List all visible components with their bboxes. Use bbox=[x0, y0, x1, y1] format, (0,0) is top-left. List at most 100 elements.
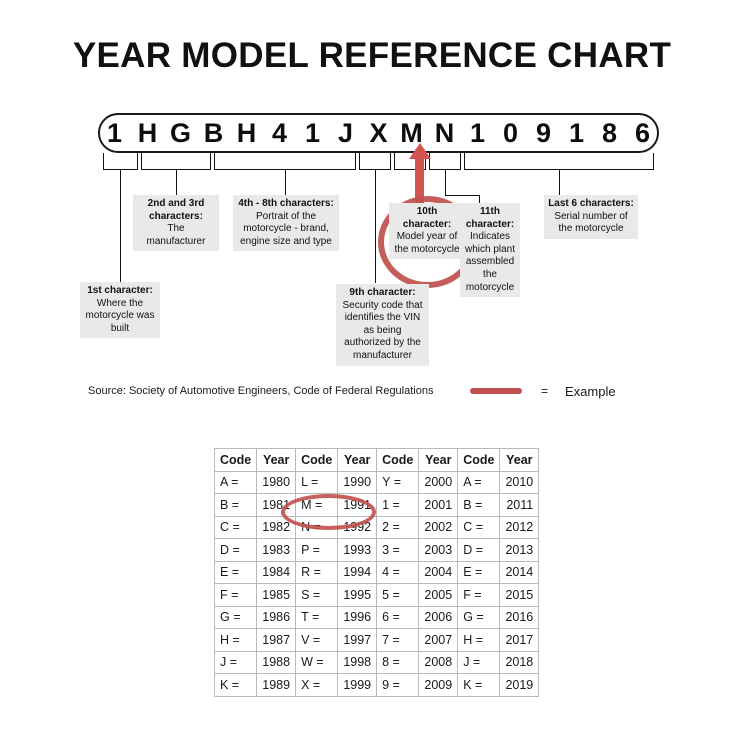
example-arrow-shaft bbox=[415, 156, 424, 218]
callout-body: Model year of the motorcycle bbox=[394, 231, 460, 255]
code-cell-5-5: 4 = bbox=[376, 560, 420, 584]
callout-second-third-characters: 2nd and 3rd characters: The manufacturer bbox=[133, 195, 219, 252]
code-year-table: Code Year Code Year Code Year Code Year A = 1980… bbox=[213, 448, 540, 697]
code-cell-6-1: F = bbox=[213, 583, 258, 607]
code-cell-10-1: K = bbox=[213, 673, 258, 697]
callout-body: Portrait of the motorcycle - brand, engi… bbox=[240, 210, 332, 247]
legend-label: Example bbox=[565, 384, 616, 399]
code-cell-6-7: F = bbox=[457, 583, 501, 607]
code-cell-7-1: G = bbox=[213, 605, 258, 629]
callout-body: Serial number of the motorcycle bbox=[554, 210, 628, 235]
year-cell-5-2: 1984 bbox=[256, 560, 297, 584]
table-row: K = 1989 X = 1999 9 = 2009 K = 2019 bbox=[213, 673, 540, 697]
callout-heading: 11th character: bbox=[465, 206, 515, 230]
code-cell-2-3: M = bbox=[295, 493, 339, 517]
year-cell-8-4: 1997 bbox=[337, 628, 378, 652]
table-column-header-8: Year bbox=[499, 448, 540, 472]
year-cell-4-2: 1983 bbox=[256, 538, 297, 562]
year-cell-6-4: 1995 bbox=[337, 583, 378, 607]
year-cell-7-2: 1986 bbox=[256, 605, 297, 629]
leader-fourth-eighth bbox=[285, 170, 286, 195]
callout-tenth-character: 10th character: Model year of the motorc… bbox=[389, 203, 465, 260]
leader-last-six bbox=[559, 170, 560, 195]
year-cell-9-6: 2008 bbox=[418, 650, 459, 674]
year-cell-7-4: 1996 bbox=[337, 605, 378, 629]
callout-body: Security code that identifies the VIN as… bbox=[342, 299, 423, 361]
code-cell-9-1: J = bbox=[213, 650, 258, 674]
year-cell-6-8: 2015 bbox=[499, 583, 540, 607]
code-cell-9-7: J = bbox=[457, 650, 501, 674]
code-cell-10-5: 9 = bbox=[376, 673, 420, 697]
table-row: H = 1987 V = 1997 7 = 2007 H = 2017 bbox=[213, 628, 540, 652]
year-cell-6-2: 1985 bbox=[256, 583, 297, 607]
code-cell-8-5: 7 = bbox=[376, 628, 420, 652]
code-cell-4-1: D = bbox=[213, 538, 258, 562]
code-cell-7-7: G = bbox=[457, 605, 501, 629]
callout-heading: 1st character: bbox=[87, 285, 153, 296]
bracket-last-six-characters bbox=[464, 153, 654, 170]
callout-heading: 10th character: bbox=[402, 206, 452, 230]
year-cell-10-2: 1989 bbox=[256, 673, 297, 697]
table-column-header-2: Year bbox=[256, 448, 297, 472]
callout-heading: Last 6 characters: bbox=[548, 198, 634, 209]
code-cell-3-1: C = bbox=[213, 515, 258, 539]
year-cell-1-4: 1990 bbox=[337, 470, 378, 494]
year-cell-9-8: 2018 bbox=[499, 650, 540, 674]
year-cell-9-2: 1988 bbox=[256, 650, 297, 674]
callout-body: Where the motorcycle was built bbox=[85, 297, 155, 334]
bracket-eleventh-character bbox=[429, 153, 461, 170]
callout-body: Indicates which plant assembled the moto… bbox=[464, 231, 516, 293]
vin-capsule-outline bbox=[98, 113, 659, 153]
code-cell-2-7: B = bbox=[457, 493, 501, 517]
code-cell-7-5: 6 = bbox=[376, 605, 420, 629]
table-row: F = 1985 S = 1995 5 = 2005 F = 2015 bbox=[213, 583, 540, 607]
year-cell-5-6: 2004 bbox=[418, 560, 459, 584]
code-cell-9-3: W = bbox=[295, 650, 339, 674]
bracket-tenth-character bbox=[394, 153, 426, 170]
year-cell-1-8: 2010 bbox=[499, 470, 540, 494]
year-cell-3-2: 1982 bbox=[256, 515, 297, 539]
table-column-header-1: Code bbox=[213, 448, 258, 472]
year-cell-10-8: 2019 bbox=[499, 673, 540, 697]
year-cell-4-6: 2003 bbox=[418, 538, 459, 562]
code-cell-8-1: H = bbox=[213, 628, 258, 652]
year-cell-7-8: 2016 bbox=[499, 605, 540, 629]
year-cell-2-8: 2011 bbox=[499, 493, 540, 517]
bracket-ninth-character bbox=[359, 153, 391, 170]
callout-first-character: 1st character: Where the motorcycle was … bbox=[80, 282, 160, 339]
year-cell-3-8: 2012 bbox=[499, 515, 540, 539]
table-row: G = 1986 T = 1996 6 = 2006 G = 2016 bbox=[213, 605, 540, 629]
year-cell-3-6: 2002 bbox=[418, 515, 459, 539]
year-cell-2-2: 1981 bbox=[256, 493, 297, 517]
year-cell-9-4: 1998 bbox=[337, 650, 378, 674]
year-cell-6-6: 2005 bbox=[418, 583, 459, 607]
year-cell-4-4: 1993 bbox=[337, 538, 378, 562]
leader-eleventh-vertical-2 bbox=[479, 195, 480, 203]
code-cell-1-3: L = bbox=[295, 470, 339, 494]
year-cell-8-2: 1987 bbox=[256, 628, 297, 652]
code-cell-3-7: C = bbox=[457, 515, 501, 539]
callout-eleventh-character: 11th character: Indicates which plant as… bbox=[460, 203, 520, 298]
year-cell-8-6: 2007 bbox=[418, 628, 459, 652]
code-cell-1-5: Y = bbox=[376, 470, 420, 494]
code-cell-8-7: H = bbox=[457, 628, 501, 652]
bracket-fourth-eighth bbox=[214, 153, 356, 170]
code-cell-7-3: T = bbox=[295, 605, 339, 629]
code-cell-6-3: S = bbox=[295, 583, 339, 607]
year-cell-2-4: 1991 bbox=[337, 493, 378, 517]
code-cell-3-5: 2 = bbox=[376, 515, 420, 539]
year-cell-5-4: 1994 bbox=[337, 560, 378, 584]
source-note: Source: Society of Automotive Engineers,… bbox=[88, 385, 434, 397]
code-cell-1-7: A = bbox=[457, 470, 501, 494]
code-cell-4-7: D = bbox=[457, 538, 501, 562]
table-row: E = 1984 R = 1994 4 = 2004 E = 2014 bbox=[213, 560, 540, 584]
callout-last-six-characters: Last 6 characters: Serial number of the … bbox=[544, 195, 638, 239]
example-arrow-head bbox=[409, 143, 431, 159]
year-cell-10-4: 1999 bbox=[337, 673, 378, 697]
code-cell-2-1: B = bbox=[213, 493, 258, 517]
leader-second-third bbox=[176, 170, 177, 195]
code-cell-9-5: 8 = bbox=[376, 650, 420, 674]
code-cell-5-7: E = bbox=[457, 560, 501, 584]
table-row: D = 1983 P = 1993 3 = 2003 D = 2013 bbox=[213, 538, 540, 562]
